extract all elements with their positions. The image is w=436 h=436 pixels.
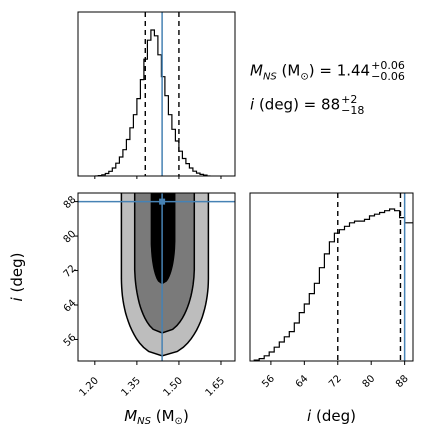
contour-group xyxy=(120,193,210,357)
inc-hist-step xyxy=(253,208,413,361)
joint-posterior-panel xyxy=(77,192,236,362)
inc-x-tick-label: 56 xyxy=(260,373,277,390)
inc-x-tick-label: 88 xyxy=(394,373,411,390)
inc-hist-frame xyxy=(249,192,414,362)
axes-labels: 1.20 1.35 1.50 1.65 56 64 72 80 88 56 64 72 80 88 MNS … xyxy=(8,176,411,427)
inc-x-tick-label: 72 xyxy=(327,373,344,390)
mns-hist-bars xyxy=(94,29,211,176)
mns-annotation: MNS (M⊙) = 1.44 +0.06 −0.06 xyxy=(250,59,405,83)
inclination-annotation: i (deg) = 88 +2 −18 xyxy=(250,93,365,117)
x-axis-label-inclination: i (deg) xyxy=(307,407,356,425)
mns-hist-step xyxy=(94,29,211,176)
x-tick-label: 1.20 xyxy=(77,375,101,399)
joint-frame xyxy=(77,192,236,362)
inc-x-tick-label: 64 xyxy=(294,373,311,390)
contour-level-3 xyxy=(150,193,176,285)
inc-hist-bars xyxy=(253,208,413,361)
x-tick-label: 1.65 xyxy=(204,375,228,399)
inclination-histogram-panel xyxy=(249,192,414,362)
x-axis-label-mns: MNS (M⊙) xyxy=(124,407,189,427)
y-tick-label: 56 xyxy=(62,332,79,349)
x-tick-label: 1.35 xyxy=(119,375,143,399)
y-tick-label: 64 xyxy=(62,298,79,315)
mns-hist-frame xyxy=(77,11,236,177)
x-tick-label: 1.50 xyxy=(162,375,186,399)
y-tick-label: 72 xyxy=(62,263,79,280)
y-axis-label-inclination: i (deg) xyxy=(8,253,26,302)
inc-x-tick-label: 80 xyxy=(361,373,378,390)
truth-marker xyxy=(159,198,166,205)
y-tick-label: 80 xyxy=(62,229,79,246)
y-tick-label: 88 xyxy=(62,194,79,211)
mns-histogram-panel xyxy=(77,11,236,177)
